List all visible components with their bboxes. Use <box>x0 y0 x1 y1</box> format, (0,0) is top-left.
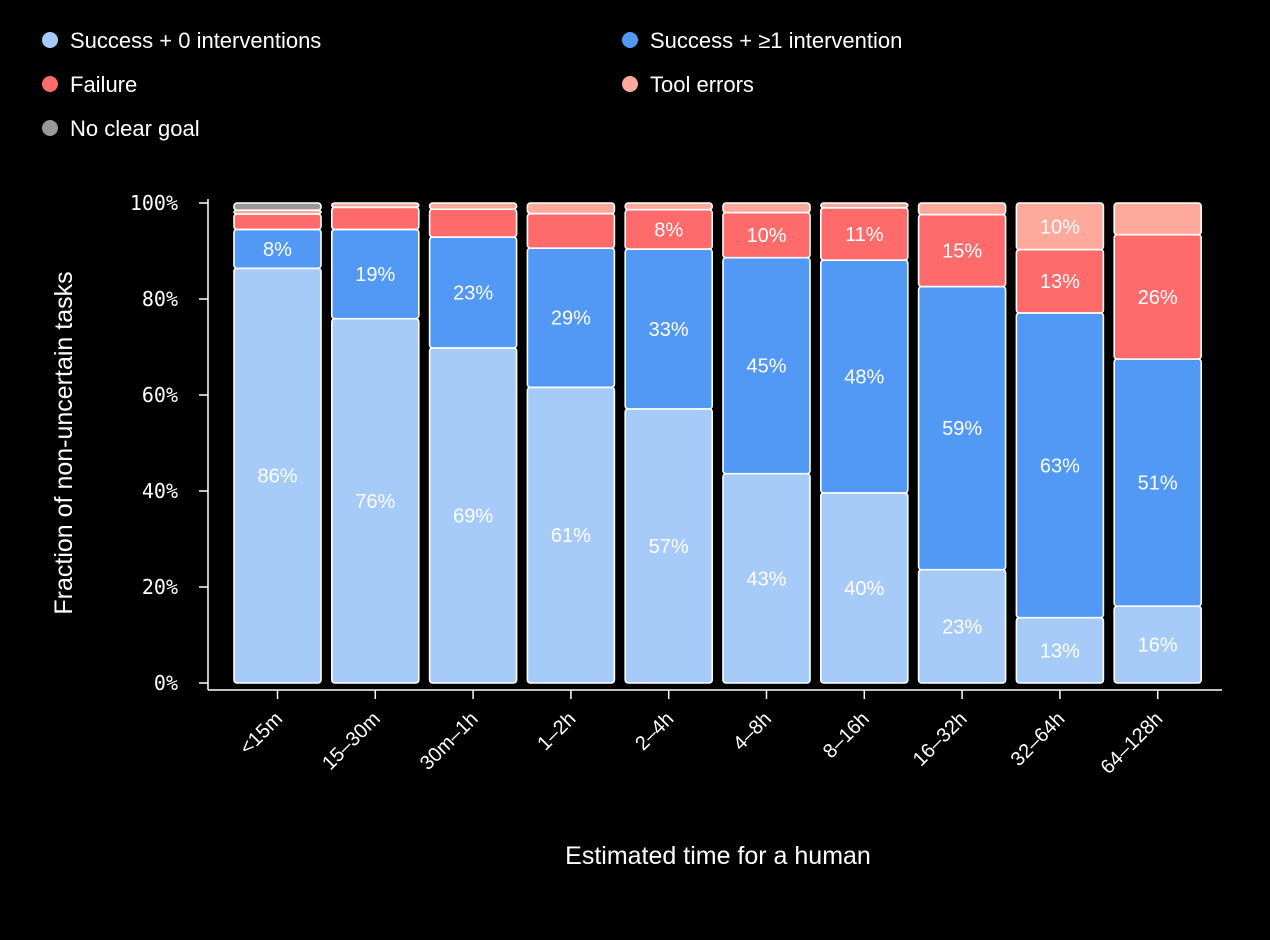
x-axis-title: Estimated time for a human <box>565 842 871 870</box>
data-label: 61% <box>551 525 591 547</box>
legend-swatch <box>622 32 638 48</box>
data-label: 57% <box>649 536 689 558</box>
bar-segment <box>330 202 420 209</box>
bars-group: 86% 8% 76% 19% 69% 23% 61% 29% 57% 33% 8% 43% 45% 10%… <box>233 202 1202 684</box>
data-label: 86% <box>257 466 297 488</box>
bar-stack: 57% 33% 8% <box>624 202 714 684</box>
bar-stack: 23% 59% 15% <box>917 202 1007 684</box>
y-tick-label: 80% <box>142 287 178 311</box>
data-label: 29% <box>551 308 591 330</box>
bar-segment <box>428 202 518 211</box>
bar-stack: 61% 29% <box>526 202 616 684</box>
bar-stack: 86% 8% <box>233 202 322 684</box>
data-label: 76% <box>355 491 395 513</box>
bar-stack: 16% 51% 26% <box>1113 202 1202 684</box>
bar-stack: 43% 45% 10% <box>722 202 811 684</box>
bar-stack: 76% 19% <box>330 202 420 684</box>
legend-item: No clear goal <box>42 116 200 141</box>
y-axis-title: Fraction of non-uncertain tasks <box>50 271 78 614</box>
data-label: 8% <box>654 219 683 241</box>
legend-item: Failure <box>42 72 137 97</box>
data-label: 40% <box>844 578 884 600</box>
bar-segment <box>917 202 1007 216</box>
bar-segment <box>819 202 909 209</box>
bar-segment <box>428 208 518 238</box>
legend-swatch <box>622 76 638 92</box>
bar-segment <box>233 202 322 211</box>
bar-segment <box>330 206 420 231</box>
data-label: 19% <box>355 264 395 286</box>
data-label: 23% <box>453 283 493 305</box>
data-label: 8% <box>263 239 292 261</box>
data-label: 10% <box>1040 216 1080 238</box>
data-label: 45% <box>746 356 786 378</box>
data-label: 10% <box>746 225 786 247</box>
bar-stack: 13% 63% 13% 10% <box>1015 202 1105 684</box>
legend: Success + 0 interventions Success + ≥1 in… <box>42 28 902 141</box>
data-label: 33% <box>649 319 689 341</box>
data-label: 51% <box>1138 473 1178 495</box>
data-label: 15% <box>942 241 982 263</box>
legend-swatch <box>42 120 58 136</box>
data-label: 69% <box>453 505 493 527</box>
legend-label: Success + ≥1 intervention <box>650 28 902 53</box>
y-tick-label: 40% <box>142 479 178 503</box>
bar-segment <box>1015 202 1105 251</box>
data-label: 63% <box>1040 455 1080 477</box>
bar-segment <box>526 202 616 215</box>
bar-segment <box>722 202 811 214</box>
legend-label: Tool errors <box>650 72 754 97</box>
legend-item: Success + 0 interventions <box>42 28 321 53</box>
legend-swatch <box>42 76 58 92</box>
data-label: 26% <box>1138 287 1178 309</box>
data-label: 48% <box>844 367 884 389</box>
data-label: 16% <box>1138 635 1178 657</box>
data-label: 11% <box>845 224 884 246</box>
data-label: 13% <box>1040 640 1080 662</box>
bar-segment <box>1113 202 1202 236</box>
data-label: 23% <box>942 616 982 638</box>
legend-item: Success + ≥1 intervention <box>622 28 902 53</box>
data-label: 13% <box>1040 271 1080 293</box>
legend-label: Failure <box>70 72 137 97</box>
data-label: 59% <box>942 418 982 440</box>
legend-label: Success + 0 interventions <box>70 28 321 53</box>
legend-item: Tool errors <box>622 72 754 97</box>
bar-stack: 69% 23% <box>428 202 518 684</box>
legend-label: No clear goal <box>70 116 200 141</box>
bar-segment <box>526 212 616 249</box>
y-tick-label: 100% <box>130 191 178 215</box>
legend-swatch <box>42 32 58 48</box>
y-tick-label: 0% <box>154 671 178 695</box>
data-label: 43% <box>746 568 786 590</box>
bar-stack: 40% 48% 11% <box>819 202 909 684</box>
bar-segment <box>624 202 714 211</box>
y-tick-label: 20% <box>142 575 178 599</box>
y-tick-label: 60% <box>142 383 178 407</box>
bar-segment <box>233 213 322 231</box>
